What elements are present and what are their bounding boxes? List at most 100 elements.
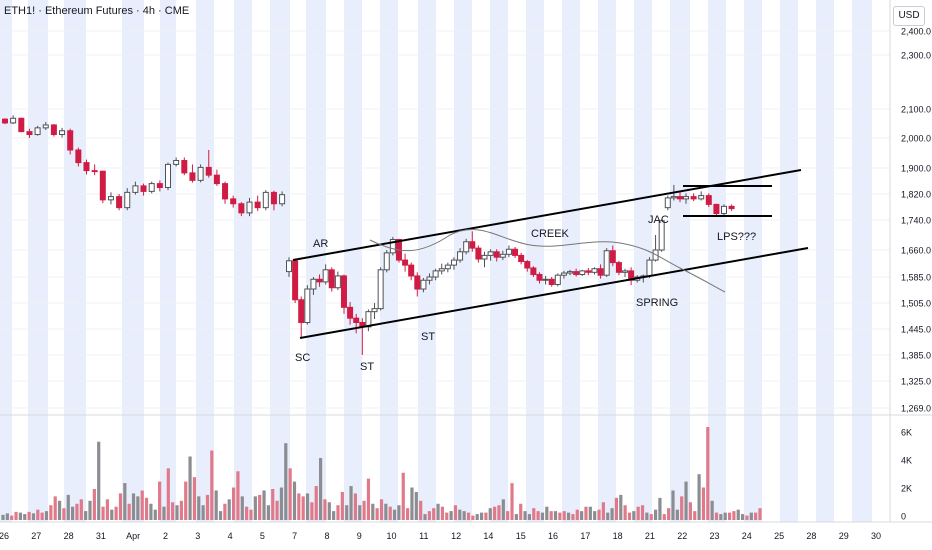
y-tick-label: 1,740.0 (901, 216, 931, 226)
y-tick-label: 1,660.0 (901, 246, 931, 256)
volume-bar (288, 468, 292, 520)
volume-bar (97, 441, 101, 520)
candle-body (548, 278, 555, 285)
candle-body (646, 259, 653, 277)
volume-bar (571, 514, 575, 520)
volume-bar (31, 513, 36, 520)
volume-bar (66, 494, 70, 520)
session-band (418, 0, 436, 522)
candle-body (690, 196, 697, 200)
candle-body (181, 160, 188, 174)
session-band (852, 0, 872, 522)
y-tick-label: 1,820.0 (901, 190, 931, 200)
volume-bar (284, 443, 288, 520)
volume-bar (662, 514, 666, 520)
session-band (454, 0, 472, 522)
currency-button[interactable]: USD (893, 6, 925, 26)
volume-bar (192, 477, 197, 520)
volume-bar (114, 506, 118, 520)
x-tick-label: 25 (774, 531, 784, 541)
volume-tick-label: 2K (901, 484, 912, 494)
volume-bar (110, 509, 114, 520)
volume-bar (223, 503, 227, 520)
x-tick-label: 21 (645, 531, 655, 541)
volume-bar (379, 499, 384, 520)
creek-curve (369, 229, 726, 293)
x-tick-label: 9 (357, 531, 362, 541)
volume-bar (701, 487, 706, 520)
volume-bar (580, 511, 584, 520)
candle-body (432, 270, 439, 278)
volume-bar (610, 508, 614, 520)
candle-body (609, 250, 616, 264)
candle-body (377, 269, 384, 310)
volume-bar (5, 513, 9, 520)
volume-bar (236, 471, 240, 520)
x-tick-label: 29 (839, 531, 849, 541)
volume-bar (123, 483, 127, 520)
candle-body (75, 149, 82, 164)
y-tick-label: 1,445.0 (901, 325, 931, 335)
volume-bar (462, 511, 466, 520)
volume-bar (71, 506, 75, 520)
candle-body (292, 260, 299, 301)
candle-body (279, 194, 286, 205)
volume-bar (227, 499, 231, 520)
y-tick-label: 1,385.0 (901, 351, 931, 361)
volume-bar (62, 508, 66, 520)
session-band (708, 0, 726, 522)
volume-bar (301, 496, 305, 520)
candle-body (658, 220, 665, 251)
volume-bar (697, 474, 701, 520)
candle-body (59, 130, 66, 136)
session-band (670, 0, 690, 522)
volume-bar (419, 500, 423, 520)
volume-bar (279, 487, 284, 520)
volume-bar (44, 511, 49, 520)
candle-body (310, 278, 317, 290)
volume-bar (27, 511, 31, 520)
volume-bar (140, 490, 144, 520)
volume-bar (162, 506, 166, 520)
candle-body (457, 251, 464, 261)
candle-body (463, 241, 470, 253)
volume-bar (549, 511, 553, 520)
volume-tick-label: 0 (901, 512, 906, 522)
candle-body (402, 259, 409, 266)
volume-bar (175, 505, 179, 520)
volume-bar (310, 502, 314, 520)
volume-bar (593, 511, 597, 520)
session-band (234, 0, 252, 522)
volume-bar (92, 488, 96, 520)
candle-body (353, 317, 360, 323)
candle-body (512, 248, 519, 256)
x-tick-label: 31 (96, 531, 106, 541)
y-tick-label: 2,400.0 (901, 27, 931, 37)
volume-bar (506, 511, 510, 520)
volume-bar (510, 483, 514, 520)
volume-bar (645, 512, 649, 520)
candle-body (238, 203, 245, 214)
volume-bar (384, 503, 388, 520)
volume-bar (158, 481, 162, 520)
candle-body (444, 264, 451, 270)
volume-bar (532, 508, 536, 520)
candle-body (728, 205, 735, 210)
volume-bar (266, 505, 270, 520)
volume-bar (414, 491, 418, 520)
volume-bar (345, 505, 349, 520)
x-tick-label: 27 (31, 531, 41, 541)
volume-bar (249, 509, 253, 520)
candle-body (50, 124, 57, 136)
volume-bar (149, 503, 153, 520)
volume-bar (449, 511, 453, 520)
volume-bar (358, 505, 362, 520)
candle-body (26, 131, 33, 136)
x-tick-label: 2 (163, 531, 168, 541)
volume-bar (88, 500, 92, 520)
candle-body (99, 170, 106, 201)
volume-bar (627, 512, 632, 520)
volume-bar (392, 509, 397, 520)
volume-bar (488, 508, 492, 520)
